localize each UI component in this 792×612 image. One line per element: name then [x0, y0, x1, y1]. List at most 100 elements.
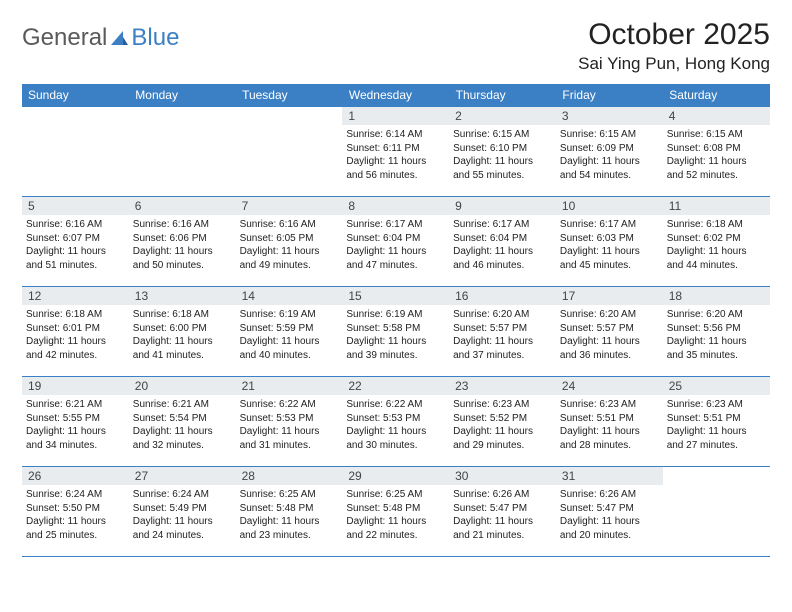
day-info: Sunrise: 6:14 AMSunset: 6:11 PMDaylight:…	[342, 125, 449, 182]
day-header-row: SundayMondayTuesdayWednesdayThursdayFrid…	[22, 84, 770, 107]
sunrise-line: Sunrise: 6:23 AM	[453, 398, 552, 412]
daylight-line: Daylight: 11 hours and 30 minutes.	[346, 425, 445, 452]
sunset-line: Sunset: 5:59 PM	[240, 322, 339, 336]
day-number: 4	[663, 107, 770, 125]
sunset-line: Sunset: 6:07 PM	[26, 232, 125, 246]
day-number: 5	[22, 197, 129, 215]
header: General Blue October 2025 Sai Ying Pun, …	[22, 18, 770, 74]
day-info: Sunrise: 6:19 AMSunset: 5:58 PMDaylight:…	[342, 305, 449, 362]
sunrise-line: Sunrise: 6:23 AM	[667, 398, 766, 412]
sunrise-line: Sunrise: 6:19 AM	[346, 308, 445, 322]
sunrise-line: Sunrise: 6:17 AM	[560, 218, 659, 232]
sunrise-line: Sunrise: 6:18 AM	[667, 218, 766, 232]
calendar-cell: 12Sunrise: 6:18 AMSunset: 6:01 PMDayligh…	[22, 287, 129, 377]
sunrise-line: Sunrise: 6:17 AM	[453, 218, 552, 232]
day-number: 17	[556, 287, 663, 305]
day-number: 20	[129, 377, 236, 395]
title-block: October 2025 Sai Ying Pun, Hong Kong	[578, 18, 770, 74]
sunset-line: Sunset: 6:10 PM	[453, 142, 552, 156]
day-number: 10	[556, 197, 663, 215]
sunset-line: Sunset: 6:03 PM	[560, 232, 659, 246]
sunrise-line: Sunrise: 6:23 AM	[560, 398, 659, 412]
daylight-line: Daylight: 11 hours and 27 minutes.	[667, 425, 766, 452]
sunrise-line: Sunrise: 6:22 AM	[240, 398, 339, 412]
sunset-line: Sunset: 6:02 PM	[667, 232, 766, 246]
day-info: Sunrise: 6:16 AMSunset: 6:07 PMDaylight:…	[22, 215, 129, 272]
daylight-line: Daylight: 11 hours and 42 minutes.	[26, 335, 125, 362]
calendar-cell: 28Sunrise: 6:25 AMSunset: 5:48 PMDayligh…	[236, 467, 343, 557]
day-number: 30	[449, 467, 556, 485]
daylight-line: Daylight: 11 hours and 21 minutes.	[453, 515, 552, 542]
day-info: Sunrise: 6:25 AMSunset: 5:48 PMDaylight:…	[236, 485, 343, 542]
calendar-cell: 16Sunrise: 6:20 AMSunset: 5:57 PMDayligh…	[449, 287, 556, 377]
location: Sai Ying Pun, Hong Kong	[578, 54, 770, 74]
sunrise-line: Sunrise: 6:25 AM	[240, 488, 339, 502]
day-info: Sunrise: 6:15 AMSunset: 6:10 PMDaylight:…	[449, 125, 556, 182]
daylight-line: Daylight: 11 hours and 49 minutes.	[240, 245, 339, 272]
calendar-cell: 25Sunrise: 6:23 AMSunset: 5:51 PMDayligh…	[663, 377, 770, 467]
day-info: Sunrise: 6:26 AMSunset: 5:47 PMDaylight:…	[449, 485, 556, 542]
sunset-line: Sunset: 5:48 PM	[346, 502, 445, 516]
day-info: Sunrise: 6:17 AMSunset: 6:04 PMDaylight:…	[449, 215, 556, 272]
calendar-cell: 18Sunrise: 6:20 AMSunset: 5:56 PMDayligh…	[663, 287, 770, 377]
day-number: 24	[556, 377, 663, 395]
sunset-line: Sunset: 5:48 PM	[240, 502, 339, 516]
sunset-line: Sunset: 6:09 PM	[560, 142, 659, 156]
calendar-cell: 20Sunrise: 6:21 AMSunset: 5:54 PMDayligh…	[129, 377, 236, 467]
calendar-cell: 17Sunrise: 6:20 AMSunset: 5:57 PMDayligh…	[556, 287, 663, 377]
day-info: Sunrise: 6:26 AMSunset: 5:47 PMDaylight:…	[556, 485, 663, 542]
calendar-cell: 10Sunrise: 6:17 AMSunset: 6:03 PMDayligh…	[556, 197, 663, 287]
daylight-line: Daylight: 11 hours and 50 minutes.	[133, 245, 232, 272]
sunset-line: Sunset: 6:11 PM	[346, 142, 445, 156]
sunset-line: Sunset: 6:05 PM	[240, 232, 339, 246]
day-info: Sunrise: 6:15 AMSunset: 6:08 PMDaylight:…	[663, 125, 770, 182]
sunset-line: Sunset: 5:47 PM	[560, 502, 659, 516]
sunrise-line: Sunrise: 6:17 AM	[346, 218, 445, 232]
calendar-week: 1Sunrise: 6:14 AMSunset: 6:11 PMDaylight…	[22, 107, 770, 197]
sunset-line: Sunset: 5:50 PM	[26, 502, 125, 516]
calendar-week: 19Sunrise: 6:21 AMSunset: 5:55 PMDayligh…	[22, 377, 770, 467]
calendar-cell: 15Sunrise: 6:19 AMSunset: 5:58 PMDayligh…	[342, 287, 449, 377]
calendar-cell: 13Sunrise: 6:18 AMSunset: 6:00 PMDayligh…	[129, 287, 236, 377]
sunrise-line: Sunrise: 6:15 AM	[560, 128, 659, 142]
sunset-line: Sunset: 5:49 PM	[133, 502, 232, 516]
calendar-cell: 30Sunrise: 6:26 AMSunset: 5:47 PMDayligh…	[449, 467, 556, 557]
sunset-line: Sunset: 6:06 PM	[133, 232, 232, 246]
sunrise-line: Sunrise: 6:16 AM	[133, 218, 232, 232]
sunset-line: Sunset: 5:58 PM	[346, 322, 445, 336]
day-info: Sunrise: 6:17 AMSunset: 6:03 PMDaylight:…	[556, 215, 663, 272]
sunset-line: Sunset: 5:53 PM	[346, 412, 445, 426]
sunset-line: Sunset: 5:51 PM	[667, 412, 766, 426]
sunrise-line: Sunrise: 6:19 AM	[240, 308, 339, 322]
daylight-line: Daylight: 11 hours and 35 minutes.	[667, 335, 766, 362]
daylight-line: Daylight: 11 hours and 28 minutes.	[560, 425, 659, 452]
day-number: 13	[129, 287, 236, 305]
calendar-cell: 8Sunrise: 6:17 AMSunset: 6:04 PMDaylight…	[342, 197, 449, 287]
daylight-line: Daylight: 11 hours and 51 minutes.	[26, 245, 125, 272]
day-number: 18	[663, 287, 770, 305]
day-info: Sunrise: 6:22 AMSunset: 5:53 PMDaylight:…	[236, 395, 343, 452]
sunset-line: Sunset: 5:52 PM	[453, 412, 552, 426]
calendar-week: 12Sunrise: 6:18 AMSunset: 6:01 PMDayligh…	[22, 287, 770, 377]
day-info: Sunrise: 6:16 AMSunset: 6:05 PMDaylight:…	[236, 215, 343, 272]
sunrise-line: Sunrise: 6:18 AM	[133, 308, 232, 322]
day-info: Sunrise: 6:20 AMSunset: 5:57 PMDaylight:…	[449, 305, 556, 362]
day-info: Sunrise: 6:20 AMSunset: 5:57 PMDaylight:…	[556, 305, 663, 362]
day-header: Tuesday	[236, 84, 343, 107]
sunrise-line: Sunrise: 6:25 AM	[346, 488, 445, 502]
calendar-cell: 19Sunrise: 6:21 AMSunset: 5:55 PMDayligh…	[22, 377, 129, 467]
calendar-cell: 11Sunrise: 6:18 AMSunset: 6:02 PMDayligh…	[663, 197, 770, 287]
day-number: 11	[663, 197, 770, 215]
day-number: 16	[449, 287, 556, 305]
calendar-cell	[22, 107, 129, 197]
sunrise-line: Sunrise: 6:24 AM	[26, 488, 125, 502]
day-number: 14	[236, 287, 343, 305]
sunset-line: Sunset: 5:47 PM	[453, 502, 552, 516]
daylight-line: Daylight: 11 hours and 22 minutes.	[346, 515, 445, 542]
day-info: Sunrise: 6:19 AMSunset: 5:59 PMDaylight:…	[236, 305, 343, 362]
calendar-table: SundayMondayTuesdayWednesdayThursdayFrid…	[22, 84, 770, 557]
day-info: Sunrise: 6:22 AMSunset: 5:53 PMDaylight:…	[342, 395, 449, 452]
day-number: 29	[342, 467, 449, 485]
calendar-cell: 31Sunrise: 6:26 AMSunset: 5:47 PMDayligh…	[556, 467, 663, 557]
logo-sail-icon	[109, 29, 129, 47]
